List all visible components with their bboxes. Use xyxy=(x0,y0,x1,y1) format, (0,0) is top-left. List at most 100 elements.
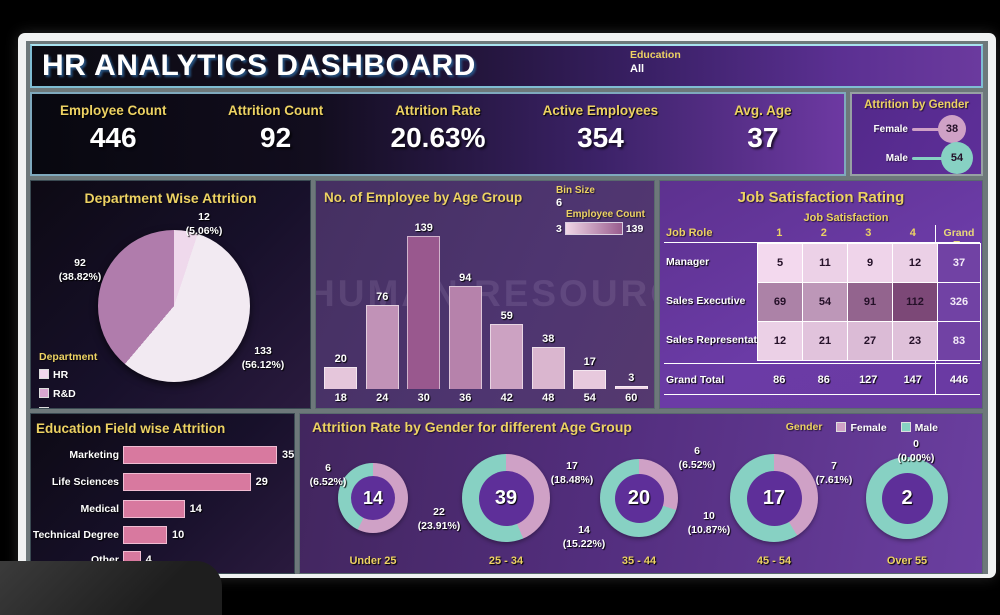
heat-cell[interactable]: 12 xyxy=(758,322,802,360)
x-tick: 48 xyxy=(542,392,555,404)
callout-pct: (18.48%) xyxy=(550,473,594,486)
pie-label-value: 12 xyxy=(198,211,210,223)
heat-cell[interactable]: 91 xyxy=(848,283,892,321)
callout-pct: (0.00%) xyxy=(897,451,935,464)
header-bar: HR ANALYTICS DASHBOARD Education All xyxy=(30,44,983,88)
donut-total: 2 xyxy=(881,472,933,524)
bar-value-label: 38 xyxy=(542,333,555,346)
legend-title: Gender xyxy=(785,421,823,433)
heat-cell[interactable]: 27 xyxy=(848,322,892,360)
age-bar-18[interactable] xyxy=(324,367,358,389)
kpi-value: 20.63% xyxy=(390,122,486,153)
pie-label-rnd: 133 (56.12%) xyxy=(219,345,307,372)
age-bar-48[interactable] xyxy=(531,347,565,389)
color-legend[interactable]: 3 139 xyxy=(556,222,643,235)
education-filter-value[interactable]: All xyxy=(630,63,645,75)
department-attrition-panel: Department Wise Attrition 12 (5.06%) 92 … xyxy=(30,180,311,409)
col-header-3: 3 xyxy=(865,227,872,239)
edu-bar-medical[interactable] xyxy=(123,500,185,518)
pie-label-pct: (5.06%) xyxy=(185,224,223,237)
donut-35-44[interactable]: 20 xyxy=(600,459,678,537)
kpi-label: Attrition Count xyxy=(228,103,324,118)
callout-value: 7 xyxy=(831,460,837,472)
legend-label: Sales xyxy=(53,407,80,408)
edu-label-medical: Medical xyxy=(80,503,119,515)
heat-cell[interactable]: 12 xyxy=(893,244,937,282)
legend-title: Department xyxy=(39,351,98,363)
edu-bar-technical-degree[interactable] xyxy=(123,526,167,544)
age-group-panel: HUMAN RESOURCES No. of Employee by Age G… xyxy=(315,180,655,409)
kpi-value: 92 xyxy=(260,122,292,153)
heat-cell[interactable]: 54 xyxy=(803,283,847,321)
pie-label-value: 92 xyxy=(74,257,86,269)
sales-swatch xyxy=(39,406,49,408)
callout-value: 17 xyxy=(566,460,578,472)
callout-45-54-male: 10 (10.87%) xyxy=(673,510,745,537)
pie-label-pct: (56.12%) xyxy=(241,358,285,371)
male-lollipop-mark[interactable]: 54 xyxy=(941,142,973,174)
donut-25-34[interactable]: 39 xyxy=(462,454,550,542)
heat-cell[interactable]: 9 xyxy=(848,244,892,282)
gender-legend: Gender Female Male xyxy=(786,418,938,436)
row-header: Job Role xyxy=(666,227,713,239)
age-group-label: 45 - 54 xyxy=(756,555,792,567)
heat-cell[interactable]: 69 xyxy=(758,283,802,321)
age-bar-54[interactable] xyxy=(573,370,607,389)
grand-total-cell: 326 xyxy=(938,283,980,321)
age-bar-42[interactable] xyxy=(490,324,524,389)
panel-title: Attrition Rate by Gender for different A… xyxy=(312,419,632,435)
column-group-header: Job Satisfaction xyxy=(803,212,889,224)
donut-45-54[interactable]: 17 xyxy=(730,454,818,542)
heat-cell[interactable]: 5 xyxy=(758,244,802,282)
foreground-overlay xyxy=(0,561,222,615)
heat-cell[interactable]: 21 xyxy=(803,322,847,360)
grand-total-column: 37 326 83 xyxy=(937,243,981,361)
age-group-label: 25 - 34 xyxy=(488,555,524,567)
heat-cell[interactable]: 112 xyxy=(893,283,937,321)
age-bar-24[interactable] xyxy=(365,305,399,389)
donut-under-25[interactable]: 14 xyxy=(338,463,408,533)
bar-value-label: 3 xyxy=(628,371,635,384)
legend-item-hr[interactable]: HR xyxy=(39,365,97,383)
row-label-sales-executive: Sales Executive xyxy=(666,295,746,307)
department-pie[interactable] xyxy=(98,230,250,382)
kpi-employee-count: Employee Count 446 xyxy=(32,94,194,174)
callout-under25-male: 6 (6.52%) xyxy=(300,462,356,489)
heat-cell[interactable]: 11 xyxy=(803,244,847,282)
callout-45-54-female: 7 (7.61%) xyxy=(805,460,863,487)
kpi-active-employees: Active Employees 354 xyxy=(519,94,681,174)
age-bar-60[interactable] xyxy=(614,385,648,389)
rnd-swatch xyxy=(39,387,49,398)
education-attrition-panel: Education Field wise Attrition Marketing… xyxy=(30,413,295,574)
kpi-value: 446 xyxy=(89,122,137,153)
male-swatch xyxy=(900,421,911,432)
edu-bar-life-sciences[interactable] xyxy=(123,473,251,491)
edu-value: 35 xyxy=(282,449,295,461)
donut-total: 20 xyxy=(614,473,664,523)
heat-cell[interactable]: 23 xyxy=(893,322,937,360)
bar-value-label: 76 xyxy=(376,291,389,304)
age-bar-30[interactable] xyxy=(407,236,441,389)
donut-over-55[interactable]: 2 xyxy=(866,457,948,539)
legend-item-rnd[interactable]: R&D xyxy=(39,384,97,402)
bar-value-label: 59 xyxy=(500,310,513,323)
edu-label-life-sciences: Life Sciences xyxy=(51,476,119,488)
grand-total-row-label: Grand Total xyxy=(666,374,725,386)
age-bar-36[interactable] xyxy=(448,285,482,389)
column-headers: 1 2 3 4 xyxy=(757,227,935,239)
legend-item-female[interactable]: Female xyxy=(836,418,887,436)
legend-label: Female xyxy=(850,422,887,434)
female-lollipop-mark[interactable]: 38 xyxy=(938,115,966,143)
legend-item-male[interactable]: Male xyxy=(900,418,938,436)
row-label-manager: Manager xyxy=(666,256,710,268)
education-filter[interactable]: Education All xyxy=(630,49,681,75)
legend-item-sales[interactable]: Sales xyxy=(39,403,97,408)
bin-size-value[interactable]: 6 xyxy=(556,197,563,209)
legend-max: 139 xyxy=(625,222,644,235)
job-satisfaction-panel: Job Satisfaction Rating Job Satisfaction… xyxy=(659,180,983,409)
callout-value: 6 xyxy=(325,462,331,474)
bar-value-label: 17 xyxy=(583,356,596,369)
attrition-by-age-gender-panel: Attrition Rate by Gender for different A… xyxy=(299,413,983,574)
age-group-label: Under 25 xyxy=(349,555,397,567)
edu-bar-marketing[interactable] xyxy=(123,446,277,464)
